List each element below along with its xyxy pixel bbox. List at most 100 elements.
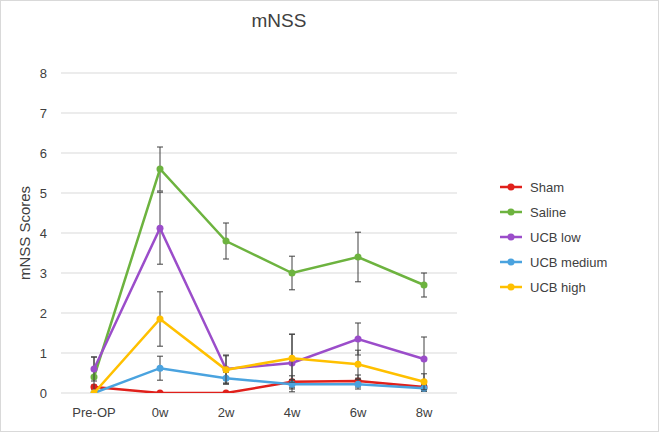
error-cap bbox=[223, 355, 229, 356]
marker bbox=[91, 390, 98, 394]
marker bbox=[421, 378, 428, 385]
x-tick-label: Pre-OP bbox=[72, 405, 115, 420]
marker bbox=[91, 366, 98, 373]
error-cap bbox=[157, 191, 163, 192]
y-tick-label: 7 bbox=[40, 106, 47, 121]
marker bbox=[355, 254, 362, 261]
x-tick-label: 2w bbox=[218, 405, 235, 420]
error-cap bbox=[157, 346, 163, 347]
y-tick-label: 5 bbox=[40, 186, 47, 201]
y-tick-label: 1 bbox=[40, 346, 47, 361]
legend-marker bbox=[508, 209, 515, 216]
error-bar bbox=[355, 350, 361, 378]
error-cap bbox=[355, 281, 361, 282]
error-bar bbox=[421, 273, 427, 297]
legend-item: UCB low bbox=[500, 230, 581, 245]
marker bbox=[289, 381, 296, 388]
marker bbox=[157, 166, 164, 173]
error-cap bbox=[157, 192, 163, 193]
legend-item: Sham bbox=[500, 180, 564, 195]
error-bar bbox=[223, 355, 229, 383]
error-cap bbox=[91, 381, 97, 382]
error-cap bbox=[289, 389, 295, 390]
error-cap bbox=[223, 223, 229, 224]
series-line bbox=[94, 319, 424, 393]
legend-label: UCB medium bbox=[530, 255, 607, 270]
error-bar bbox=[157, 192, 163, 264]
grid-line bbox=[61, 353, 457, 354]
grid-line bbox=[61, 233, 457, 234]
legend-marker bbox=[508, 259, 515, 266]
error-cap bbox=[421, 373, 427, 374]
error-cap bbox=[289, 256, 295, 257]
error-bar bbox=[157, 147, 163, 191]
x-tick-label: 6w bbox=[350, 405, 367, 420]
legend-label: UCB high bbox=[530, 280, 586, 295]
grid-line bbox=[61, 73, 457, 74]
y-tick-label: 6 bbox=[40, 146, 47, 161]
error-cap bbox=[289, 391, 295, 392]
error-bar bbox=[91, 357, 97, 381]
error-cap bbox=[289, 334, 295, 335]
legend-label: Saline bbox=[530, 205, 566, 220]
error-cap bbox=[223, 384, 229, 385]
legend-marker bbox=[508, 284, 515, 291]
error-bar bbox=[355, 379, 361, 389]
marker bbox=[289, 270, 296, 277]
legend-marker bbox=[508, 234, 515, 241]
error-stem bbox=[94, 357, 95, 393]
legend-item: UCB medium bbox=[500, 255, 607, 270]
chart-border bbox=[1, 1, 659, 432]
error-cap bbox=[289, 289, 295, 290]
error-cap bbox=[421, 389, 427, 390]
error-cap bbox=[157, 291, 163, 292]
legend-label: Sham bbox=[530, 180, 564, 195]
error-cap bbox=[289, 334, 295, 335]
y-axis-label: mNSS Scores bbox=[16, 186, 33, 280]
marker bbox=[157, 316, 164, 323]
marker bbox=[421, 356, 428, 363]
marker bbox=[421, 282, 428, 289]
x-tick-label: 8w bbox=[416, 405, 433, 420]
error-cap bbox=[91, 357, 97, 358]
marker bbox=[157, 365, 164, 372]
error-cap bbox=[289, 382, 295, 383]
error-cap bbox=[421, 337, 427, 338]
error-bar bbox=[289, 334, 295, 392]
error-cap bbox=[421, 297, 427, 298]
title: mNSS bbox=[252, 10, 307, 31]
marker bbox=[223, 238, 230, 245]
error-cap bbox=[355, 232, 361, 233]
error-cap bbox=[157, 380, 163, 381]
y-tick-label: 2 bbox=[40, 306, 47, 321]
marker bbox=[157, 225, 164, 232]
marker bbox=[157, 390, 164, 394]
y-tick-label: 0 bbox=[40, 386, 47, 401]
x-tick-label: 4w bbox=[284, 405, 301, 420]
marker bbox=[355, 336, 362, 343]
error-cap bbox=[157, 147, 163, 148]
series-line bbox=[94, 228, 424, 369]
x-tick-label: 0w bbox=[152, 405, 169, 420]
error-bar bbox=[157, 356, 163, 380]
grid-line bbox=[61, 393, 457, 394]
series-line bbox=[94, 169, 424, 377]
marker bbox=[223, 390, 230, 394]
marker bbox=[355, 381, 362, 388]
error-cap bbox=[157, 356, 163, 357]
error-cap bbox=[157, 264, 163, 265]
marker bbox=[355, 361, 362, 368]
error-bar bbox=[355, 232, 361, 282]
y-tick-label: 3 bbox=[40, 266, 47, 281]
error-cap bbox=[223, 383, 229, 384]
grid-line bbox=[61, 193, 457, 194]
legend-marker bbox=[508, 184, 515, 191]
error-cap bbox=[355, 350, 361, 351]
error-cap bbox=[355, 378, 361, 379]
error-bar bbox=[157, 292, 163, 346]
y-tick-label: 8 bbox=[40, 66, 47, 81]
legend-item: UCB high bbox=[500, 280, 586, 295]
error-cap bbox=[355, 379, 361, 380]
marker bbox=[223, 366, 230, 373]
error-bar bbox=[223, 223, 229, 259]
